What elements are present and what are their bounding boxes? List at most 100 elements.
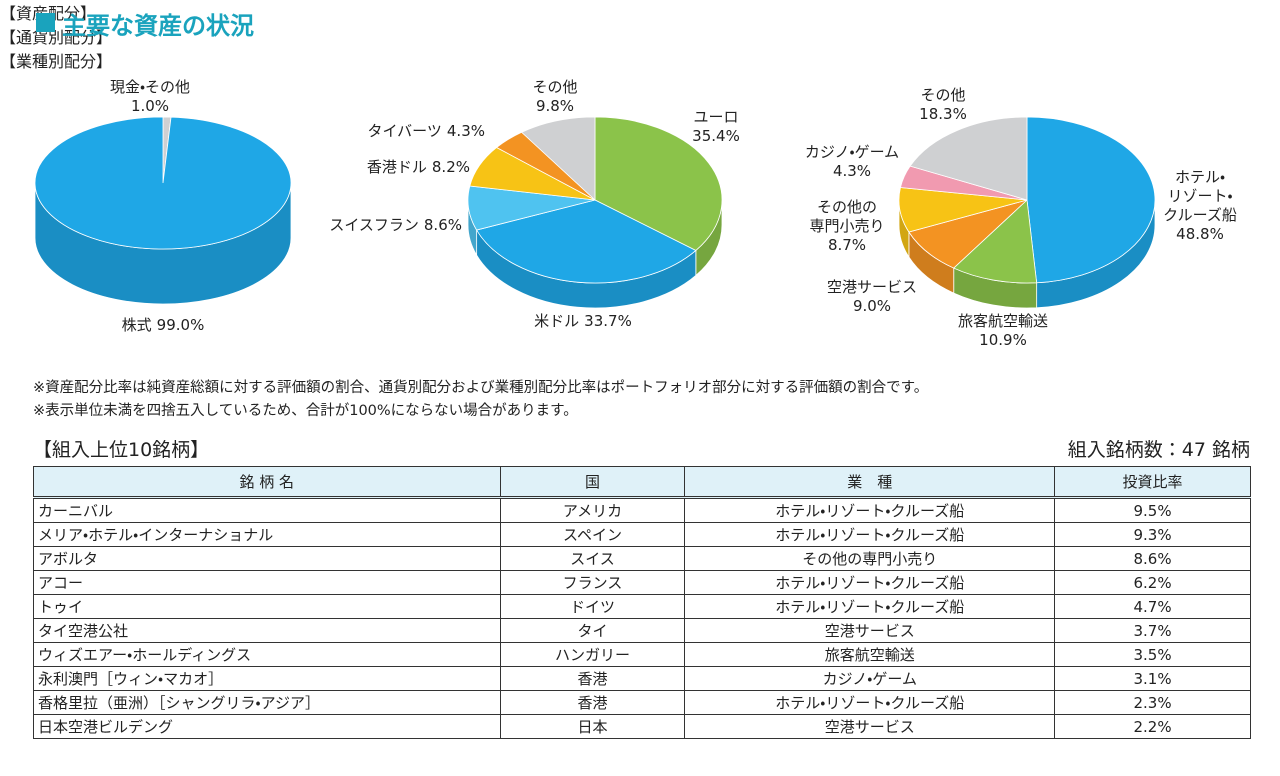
slice-value: 35.4% xyxy=(692,127,740,145)
slice-label: 空港サービス 9.0% xyxy=(827,278,917,316)
slice-category: 米ドル xyxy=(534,312,580,330)
header-cell: 投資比率 xyxy=(1054,466,1251,499)
table-cell: 空港サービス xyxy=(684,618,1056,643)
table-cell: タイ xyxy=(499,618,686,643)
table-cell: ホテル・リゾート・クルーズ船 xyxy=(684,570,1056,595)
header-cell: 銘 柄 名 xyxy=(33,466,501,499)
slice-value: 9.0% xyxy=(852,297,892,315)
slice-label: ユーロ 35.4% xyxy=(692,108,740,146)
table-row: 日本空港ビルデング 日本 空港サービス 2.2% xyxy=(33,714,1251,739)
slice-label: その他の 専門小売り 8.7% xyxy=(809,198,884,255)
table-row: タイ空港公社 タイ 空港サービス 3.7% xyxy=(33,618,1251,643)
table-row: アボルタ スイス その他の専門小売り 8.6% xyxy=(33,546,1251,571)
slice-value: 10.9% xyxy=(979,331,1027,349)
slice-label: ホテル・ リゾート・ クルーズ船 48.8% xyxy=(1163,168,1237,244)
table-cell: アコー xyxy=(33,570,501,595)
table-cell: ドイツ xyxy=(499,594,686,619)
table-cell: 4.7% xyxy=(1054,594,1251,619)
table-cell: 6.2% xyxy=(1054,570,1251,595)
table-cell: 2.3% xyxy=(1054,690,1251,715)
slice-value: 99.0% xyxy=(156,316,205,334)
slice-label: 現金・その他 1.0% xyxy=(110,78,190,116)
table-row: 永利澳門［ウィン・マカオ］ 香港 カジノ・ゲーム 3.1% xyxy=(33,666,1251,691)
table-cell: ホテル・リゾート・クルーズ船 xyxy=(684,690,1056,715)
slice-label: 旅客航空輸送 10.9% xyxy=(958,312,1048,350)
page-title: 主要な資産の状況 xyxy=(62,12,254,40)
table-cell: アメリカ xyxy=(499,497,686,523)
slice-label: スイスフラン 8.6% xyxy=(329,216,462,235)
table-cell: フランス xyxy=(499,570,686,595)
title-marker xyxy=(36,13,55,32)
slice-label: その他 9.8% xyxy=(532,78,577,116)
table-cell: ホテル・リゾート・クルーズ船 xyxy=(684,522,1056,547)
table-cell: 3.1% xyxy=(1054,666,1251,691)
slice-category: その他 xyxy=(920,86,966,104)
pie-slice xyxy=(594,116,723,251)
table-cell: 香港 xyxy=(499,666,686,691)
slice-category: その他の 専門小売り xyxy=(809,198,885,235)
table-row: ウィズエアー・ホールディングス ハンガリー 旅客航空輸送 3.5% xyxy=(33,642,1251,667)
table-cell: アボルタ xyxy=(33,546,501,571)
slice-label: 株式 99.0% xyxy=(122,316,205,335)
table-row: アコー フランス ホテル・リゾート・クルーズ船 6.2% xyxy=(33,570,1251,595)
table-row: メリア・ホテル・インターナショナル スペイン ホテル・リゾート・クルーズ船 9.3% xyxy=(33,522,1251,547)
pie-charts xyxy=(34,116,1156,309)
slice-label: 香港ドル 8.2% xyxy=(367,158,470,177)
slice-category: 香港ドル xyxy=(366,158,427,176)
slice-value: 8.6% xyxy=(423,216,462,234)
slice-category: 株式 xyxy=(121,316,152,334)
table-cell: タイ空港公社 xyxy=(33,618,501,643)
slice-value: 9.8% xyxy=(535,97,575,115)
table-cell: 9.5% xyxy=(1054,497,1251,523)
slice-value: 1.0% xyxy=(130,97,170,115)
table-header: 銘 柄 名国業 種投資比率 xyxy=(33,466,1251,499)
slice-value: 8.7% xyxy=(827,236,867,254)
pie-slice xyxy=(476,199,697,284)
slice-category: スイスフラン xyxy=(329,216,419,234)
slice-category: カジノ・ゲーム xyxy=(804,143,900,161)
table-cell: 香格里拉（亜洲）［シャングリラ・アジア］ xyxy=(33,690,501,715)
slice-category: 旅客航空輸送 xyxy=(957,312,1049,330)
slice-label: 米ドル 33.7% xyxy=(534,312,632,331)
slice-label: タイバーツ 4.3% xyxy=(367,122,485,141)
table-row: 香格里拉（亜洲）［シャングリラ・アジア］ 香港 ホテル・リゾート・クルーズ船 2.3% xyxy=(33,690,1251,715)
table-cell: 旅客航空輸送 xyxy=(684,642,1056,667)
table-row: カーニバル アメリカ ホテル・リゾート・クルーズ船 9.5% xyxy=(33,497,1251,523)
table-cell: 日本空港ビルデング xyxy=(33,714,501,739)
table-cell: ホテル・リゾート・クルーズ船 xyxy=(684,497,1056,523)
table-cell: トゥイ xyxy=(33,594,501,619)
table-cell: 3.7% xyxy=(1054,618,1251,643)
slice-category: ホテル・ リゾート・ クルーズ船 xyxy=(1163,168,1237,224)
slice-value: 4.3% xyxy=(446,122,485,140)
table-cell: 2.2% xyxy=(1054,714,1251,739)
table-cell: ハンガリー xyxy=(499,642,686,667)
header-cell: 国 xyxy=(499,466,686,499)
table-cell: 日本 xyxy=(499,714,686,739)
table-cell: その他の専門小売り xyxy=(684,546,1056,571)
holdings-table: 銘 柄 名国業 種投資比率 カーニバル アメリカ ホテル・リゾート・クルーズ船 9.5… xyxy=(33,466,1251,739)
pie-slice xyxy=(909,116,1028,201)
table-cell: 3.5% xyxy=(1054,642,1251,667)
slice-category: 現金・その他 xyxy=(109,78,191,96)
table-cell: 9.3% xyxy=(1054,522,1251,547)
slice-value: 18.3% xyxy=(919,105,967,123)
note: ※資産配分比率は純資産総額に対する評価額の割合、通貨別配分および業種別配分比率は… xyxy=(33,380,929,396)
table-row: トゥイ ドイツ ホテル・リゾート・クルーズ船 4.7% xyxy=(33,594,1251,619)
slice-value: 33.7% xyxy=(584,312,632,330)
table-cell: 永利澳門［ウィン・マカオ］ xyxy=(33,666,501,691)
table-cell: 香港 xyxy=(499,690,686,715)
header-cell: 業 種 xyxy=(684,466,1056,499)
holding-count: 組入銘柄数：47 銘柄 xyxy=(1067,439,1250,461)
table-cell: 8.6% xyxy=(1054,546,1251,571)
table-title: 【組入上位10銘柄】 xyxy=(33,439,210,461)
pie-slice xyxy=(953,199,1038,284)
note: ※表示単位未満を四捨五入しているため、合計が100%にならない場合があります。 xyxy=(33,403,578,419)
table-cell: カーニバル xyxy=(33,497,501,523)
table-cell: ホテル・リゾート・クルーズ船 xyxy=(684,594,1056,619)
slice-value: 48.8% xyxy=(1176,225,1224,243)
chart-title: 【業種別配分】 xyxy=(0,52,113,71)
table-cell: ウィズエアー・ホールディングス xyxy=(33,642,501,667)
table-body: カーニバル アメリカ ホテル・リゾート・クルーズ船 9.5% メリア・ホテル・インターナ… xyxy=(33,497,1251,739)
